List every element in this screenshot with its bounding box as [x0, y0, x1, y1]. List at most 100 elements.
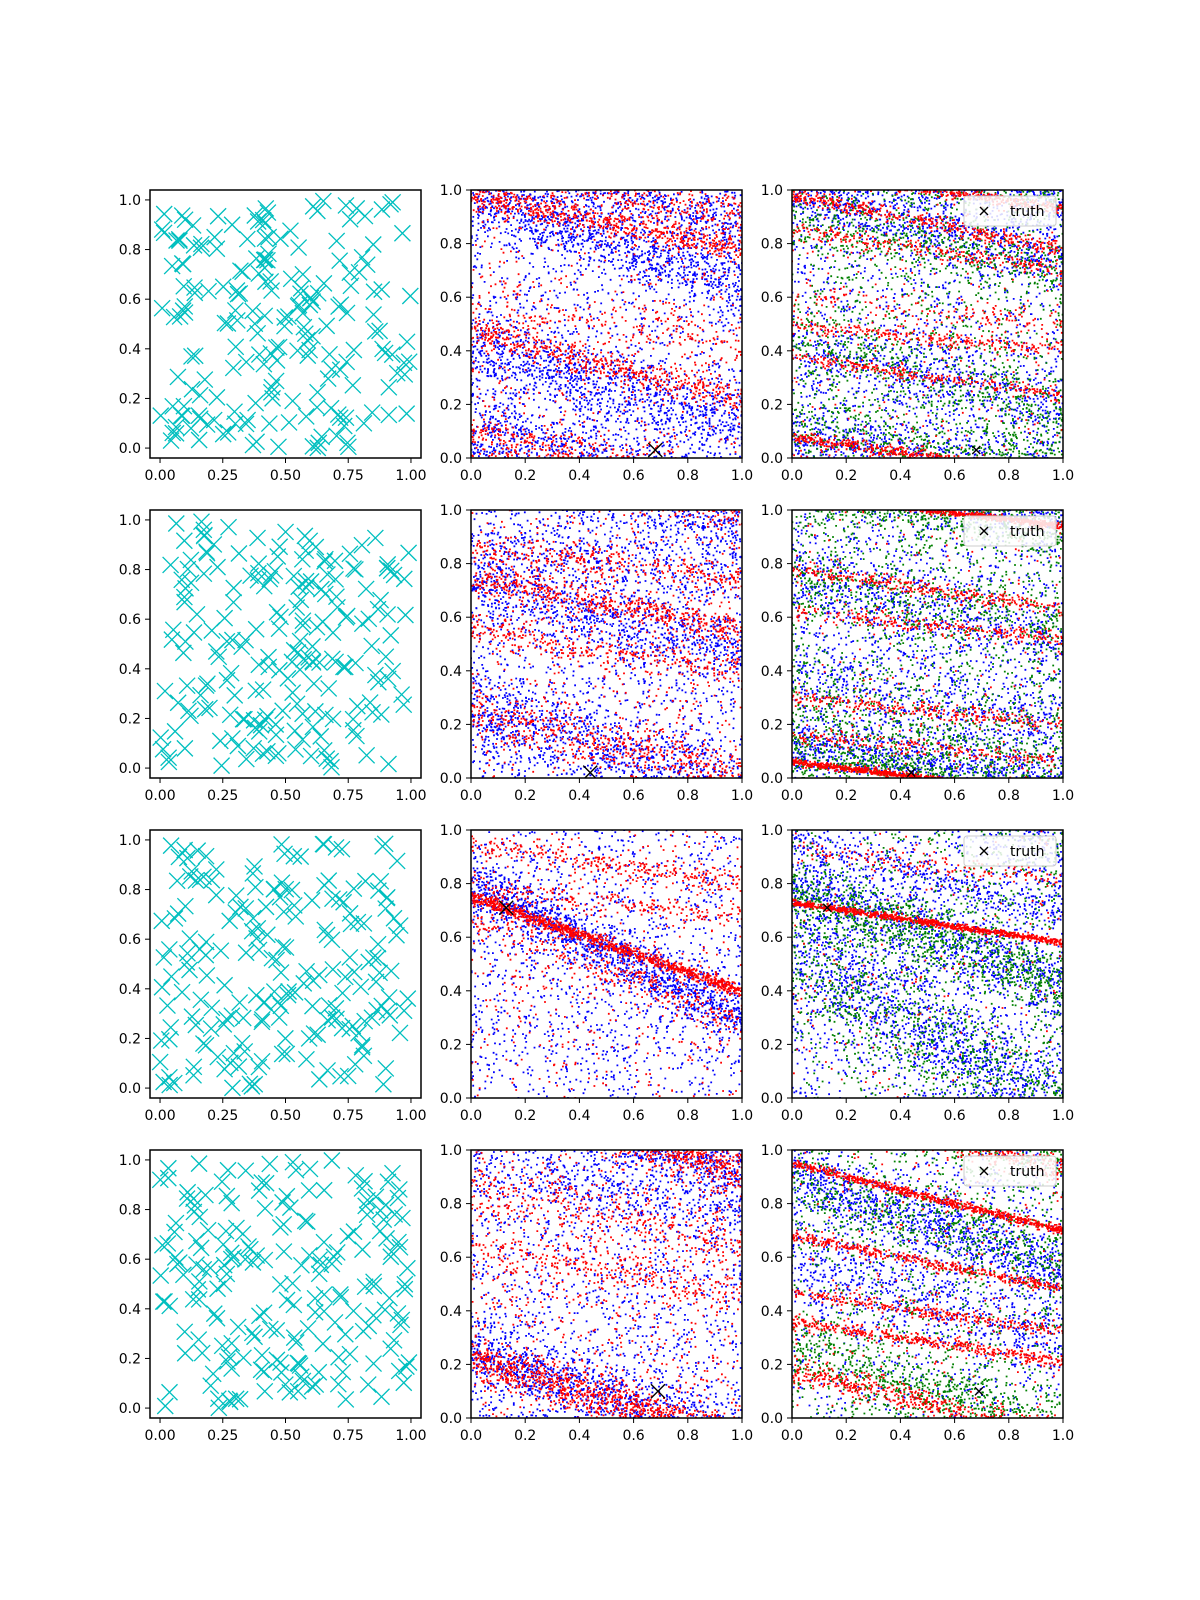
- sample-marker: [284, 684, 302, 702]
- y-tick-label: 0.0: [440, 771, 462, 787]
- sample-marker: [264, 389, 282, 407]
- sample-marker: [368, 1001, 386, 1019]
- sample-marker: [314, 1335, 332, 1353]
- axes-frame: [470, 509, 743, 779]
- sample-marker: [277, 523, 295, 541]
- sample-marker: [364, 1306, 382, 1324]
- sample-marker: [324, 624, 342, 642]
- sample-marker: [255, 1304, 273, 1322]
- sample-marker: [234, 1349, 252, 1367]
- sample-marker: [237, 899, 255, 917]
- sample-marker: [247, 682, 265, 700]
- sample-marker: [365, 1277, 383, 1295]
- sample-marker: [225, 1044, 243, 1062]
- legend-box: [963, 515, 1057, 547]
- sample-marker: [162, 556, 180, 574]
- legend-label: truth: [1010, 524, 1044, 540]
- sample-marker: [395, 570, 413, 588]
- sample-marker: [306, 1289, 324, 1307]
- sample-marker: [358, 1191, 376, 1209]
- truth-marker: [906, 768, 916, 778]
- sample-marker: [291, 632, 309, 650]
- sample-marker: [259, 707, 276, 725]
- x-tick-label: 1.0: [731, 468, 753, 484]
- sample-marker: [328, 598, 346, 616]
- sample-marker: [315, 835, 333, 853]
- y-tick-label: 0.6: [440, 1250, 462, 1266]
- sample-marker: [354, 1322, 372, 1340]
- y-tick-label: 0.4: [440, 344, 462, 360]
- sample-marker: [160, 940, 178, 958]
- x-tick-label: 0.50: [270, 1108, 301, 1124]
- sample-marker: [373, 281, 391, 298]
- sample-marker: [233, 638, 251, 656]
- sample-marker: [315, 1286, 333, 1303]
- sample-marker: [197, 847, 215, 865]
- legend: truth: [963, 515, 1057, 547]
- sample-marker: [393, 1209, 411, 1227]
- sample-marker: [308, 398, 326, 416]
- sample-marker: [315, 1302, 333, 1320]
- sample-marker: [166, 909, 184, 927]
- sample-marker: [188, 605, 206, 623]
- sample-marker: [311, 654, 328, 671]
- sample-marker: [374, 1075, 392, 1093]
- sample-marker: [303, 637, 321, 655]
- sample-marker: [229, 285, 247, 303]
- sample-marker: [366, 323, 384, 340]
- sample-marker: [184, 1290, 202, 1308]
- sample-marker: [198, 543, 215, 561]
- y-tick-label: 0.0: [761, 1411, 783, 1427]
- sample-marker: [304, 997, 321, 1015]
- sample-marker: [163, 257, 181, 275]
- sample-marker: [238, 230, 256, 248]
- sample-marker: [152, 729, 170, 747]
- sample-marker: [309, 439, 327, 457]
- x-tick-label: 0.4: [568, 788, 590, 804]
- sample-marker: [267, 339, 285, 357]
- sample-marker: [399, 990, 417, 1008]
- sample-marker: [254, 211, 272, 229]
- sample-marker: [298, 1213, 316, 1231]
- x-tick-label: 0.50: [270, 1428, 301, 1444]
- sample-marker: [202, 1020, 220, 1038]
- sample-marker: [228, 282, 246, 299]
- sample-marker: [246, 858, 263, 875]
- y-tick-label: 0.8: [119, 883, 141, 899]
- sample-marker: [175, 588, 193, 606]
- x-tick-label: 0.0: [781, 468, 803, 484]
- sample-marker: [226, 301, 244, 319]
- sample-marker: [350, 263, 368, 281]
- sample-marker: [356, 872, 374, 890]
- sample-marker: [281, 1199, 299, 1217]
- plot-area: [471, 510, 742, 778]
- sample-marker: [272, 1364, 290, 1381]
- x-tick-label: 1.00: [395, 1428, 426, 1444]
- sample-marker: [246, 315, 264, 333]
- y-tick-label: 0.2: [761, 1357, 783, 1373]
- x-tick-label: 1.0: [731, 1108, 753, 1124]
- sample-marker: [365, 1355, 383, 1372]
- sample-marker: [342, 277, 360, 295]
- y-tick-label: 0.0: [761, 451, 783, 467]
- x-tick-label: 0.0: [460, 1108, 482, 1124]
- sample-marker: [250, 656, 268, 674]
- legend-box: [963, 195, 1057, 227]
- sample-marker: [169, 694, 187, 712]
- sample-marker: [207, 886, 225, 904]
- sample-marker: [276, 1029, 294, 1047]
- sample-marker: [250, 555, 268, 573]
- sample-marker: [323, 360, 341, 378]
- sample-marker: [183, 380, 201, 398]
- sample-marker: [246, 207, 264, 224]
- sample-marker: [371, 322, 389, 340]
- x-tick-label: 0.2: [514, 1428, 536, 1444]
- sample-marker: [364, 949, 382, 966]
- sample-marker: [330, 298, 348, 316]
- sample-marker: [337, 409, 355, 427]
- sample-marker: [369, 935, 387, 953]
- sample-marker: [260, 658, 278, 676]
- sample-marker: [166, 1249, 184, 1266]
- sample-marker: [190, 1272, 208, 1290]
- sample-marker: [366, 666, 384, 684]
